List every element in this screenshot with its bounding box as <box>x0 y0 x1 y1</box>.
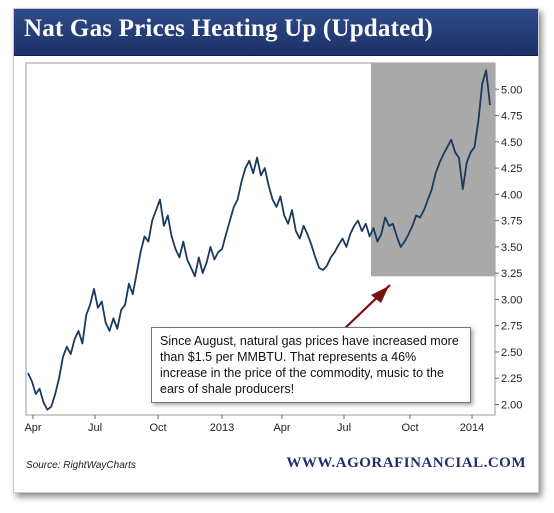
y-tick-label: 2.00 <box>501 399 522 411</box>
x-tick-label: Jul <box>337 422 351 434</box>
x-tick-label: Oct <box>149 422 166 434</box>
y-tick-label: 4.50 <box>501 137 522 149</box>
chart-title: Nat Gas Prices Heating Up (Updated) <box>24 15 434 42</box>
y-tick-label: 2.25 <box>501 373 522 385</box>
line-chart: 2.00 2.25 2.50 2.75 3.00 3.25 3.50 3.75 4.00 4.25… <box>24 62 522 434</box>
y-tick-label: 3.00 <box>501 294 522 306</box>
x-tick-label: Apr <box>273 422 290 434</box>
y-tick-label: 4.75 <box>501 111 522 123</box>
y-tick-label: 3.50 <box>501 242 522 254</box>
website-label: WWW.AGORAFINANCIAL.COM <box>286 455 526 471</box>
shaded-period <box>371 63 495 277</box>
title-bar: Nat Gas Prices Heating Up (Updated) <box>14 9 538 56</box>
x-tick-label: Apr <box>24 422 41 434</box>
chart-card: Nat Gas Prices Heating Up (Updated) 2.00… <box>13 8 539 493</box>
y-tick-label: 3.25 <box>501 268 522 280</box>
y-tick-label: 4.00 <box>501 189 522 201</box>
x-tick-label: Oct <box>401 422 418 434</box>
y-tick-label: 2.50 <box>501 347 522 359</box>
source-label: Source: RightWayCharts <box>26 460 136 471</box>
y-tick-label: 2.75 <box>501 321 522 333</box>
y-tick-label: 3.75 <box>501 216 522 228</box>
y-tick-label: 5.00 <box>501 84 522 96</box>
x-tick-label: 2014 <box>460 422 484 434</box>
x-tick-label: 2013 <box>210 422 234 434</box>
annotation-arrow-head <box>371 286 389 303</box>
price-line <box>27 69 491 411</box>
x-tick-label: Jul <box>88 422 102 434</box>
y-tick-label: 4.25 <box>501 163 522 175</box>
annotation-box: Since August, natural gas prices have in… <box>151 327 471 403</box>
